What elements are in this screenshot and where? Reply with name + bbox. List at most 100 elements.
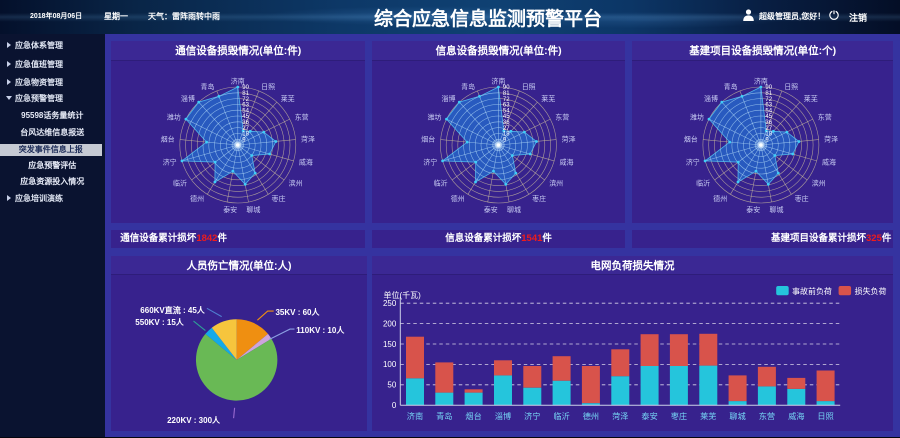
svg-text:81: 81	[503, 91, 510, 97]
svg-text:济宁: 济宁	[163, 158, 177, 167]
svg-text:54: 54	[503, 108, 510, 114]
svg-text:45: 45	[503, 114, 510, 120]
svg-text:聊城: 聊城	[507, 205, 521, 214]
svg-text:72: 72	[503, 97, 510, 103]
svg-text:81: 81	[243, 91, 250, 97]
svg-text:烟台: 烟台	[684, 135, 698, 144]
svg-text:德州: 德州	[713, 194, 727, 203]
svg-text:90: 90	[243, 85, 250, 91]
svg-text:54: 54	[765, 108, 772, 114]
svg-text:泰安: 泰安	[746, 205, 760, 214]
svg-text:菏泽: 菏泽	[301, 135, 315, 144]
svg-text:250: 250	[383, 299, 397, 308]
svg-text:45: 45	[765, 114, 772, 120]
svg-text:淄博: 淄博	[441, 94, 455, 103]
svg-text:63: 63	[503, 103, 510, 109]
svg-text:63: 63	[243, 103, 250, 109]
svg-text:27: 27	[243, 126, 250, 132]
svg-text:72: 72	[765, 97, 772, 103]
svg-text:36: 36	[243, 120, 250, 126]
svg-text:18: 18	[243, 132, 250, 138]
svg-text:潍坊: 潍坊	[690, 112, 704, 121]
svg-text:日照: 日照	[261, 83, 275, 91]
svg-text:济南: 济南	[231, 77, 245, 86]
svg-text:德州: 德州	[190, 194, 204, 203]
svg-text:枣庄: 枣庄	[532, 194, 546, 203]
svg-text:81: 81	[765, 91, 772, 97]
svg-text:临沂: 临沂	[553, 410, 569, 420]
svg-text:济南: 济南	[754, 77, 768, 86]
svg-text:临沂: 临沂	[696, 178, 710, 187]
svg-text:泰安: 泰安	[483, 205, 497, 214]
svg-text:东营: 东营	[818, 112, 832, 121]
svg-text:东营: 东营	[295, 112, 309, 121]
svg-text:聊城: 聊城	[729, 411, 745, 420]
svg-text:德州: 德州	[582, 410, 598, 420]
svg-text:50: 50	[387, 380, 396, 389]
svg-text:莱芜: 莱芜	[804, 94, 818, 103]
svg-text:菏泽: 菏泽	[561, 135, 575, 144]
svg-text:9: 9	[765, 137, 769, 143]
svg-text:枣庄: 枣庄	[670, 410, 686, 420]
svg-text:36: 36	[765, 120, 772, 126]
svg-text:90: 90	[765, 85, 772, 91]
svg-text:青岛: 青岛	[724, 82, 738, 91]
svg-text:18: 18	[765, 132, 772, 138]
svg-text:东营: 东营	[555, 112, 569, 121]
svg-text:损失负荷: 损失负荷	[854, 286, 886, 296]
svg-text:54: 54	[243, 108, 250, 114]
svg-text:东营: 东营	[758, 410, 774, 420]
svg-text:淄博: 淄博	[494, 410, 510, 420]
svg-text:枣庄: 枣庄	[272, 194, 286, 203]
svg-text:临沂: 临沂	[433, 178, 447, 187]
svg-text:63: 63	[765, 103, 772, 109]
svg-text:200: 200	[383, 319, 397, 328]
svg-text:日照: 日照	[817, 411, 833, 420]
svg-text:烟台: 烟台	[161, 135, 175, 144]
svg-text:滨州: 滨州	[549, 178, 563, 187]
svg-text:单位(千瓦): 单位(千瓦)	[383, 290, 421, 300]
svg-text:45: 45	[243, 114, 250, 120]
svg-text:菏泽: 菏泽	[824, 135, 838, 144]
svg-text:威海: 威海	[822, 158, 836, 167]
svg-text:济宁: 济宁	[524, 410, 540, 420]
svg-text:100: 100	[383, 360, 397, 369]
svg-text:淄博: 淄博	[181, 94, 195, 103]
svg-text:青岛: 青岛	[436, 410, 452, 420]
svg-text:潍坊: 潍坊	[167, 112, 181, 121]
svg-text:滨州: 滨州	[812, 178, 826, 187]
svg-text:莱芜: 莱芜	[281, 94, 295, 103]
svg-text:27: 27	[503, 126, 510, 132]
svg-text:德州: 德州	[450, 194, 464, 203]
svg-text:淄博: 淄博	[704, 94, 718, 103]
svg-text:莱芜: 莱芜	[541, 94, 555, 103]
svg-text:潍坊: 潍坊	[427, 112, 441, 121]
svg-text:烟台: 烟台	[465, 410, 481, 420]
svg-text:滨州: 滨州	[289, 179, 303, 188]
svg-text:72: 72	[243, 97, 250, 103]
svg-text:莱芜: 莱芜	[700, 410, 716, 420]
svg-text:菏泽: 菏泽	[612, 410, 628, 420]
svg-text:18: 18	[503, 132, 510, 138]
svg-text:枣庄: 枣庄	[795, 194, 809, 203]
svg-text:济宁: 济宁	[423, 158, 437, 167]
svg-text:济南: 济南	[406, 410, 422, 420]
svg-text:威海: 威海	[299, 158, 313, 167]
svg-text:日照: 日照	[521, 83, 535, 91]
svg-text:威海: 威海	[788, 410, 804, 420]
svg-text:泰安: 泰安	[223, 205, 237, 214]
svg-text:9: 9	[503, 137, 507, 143]
svg-text:威海: 威海	[559, 158, 573, 167]
svg-text:150: 150	[383, 339, 397, 348]
svg-text:济南: 济南	[491, 77, 505, 86]
svg-text:36: 36	[503, 120, 510, 126]
svg-text:90: 90	[503, 85, 510, 91]
svg-text:聊城: 聊城	[770, 205, 784, 214]
svg-text:济宁: 济宁	[686, 158, 700, 167]
svg-text:日照: 日照	[784, 83, 798, 91]
svg-text:临沂: 临沂	[173, 179, 187, 188]
svg-text:泰安: 泰安	[641, 410, 657, 420]
svg-text:青岛: 青岛	[201, 82, 215, 91]
svg-text:烟台: 烟台	[421, 135, 435, 144]
svg-text:0: 0	[392, 400, 397, 409]
